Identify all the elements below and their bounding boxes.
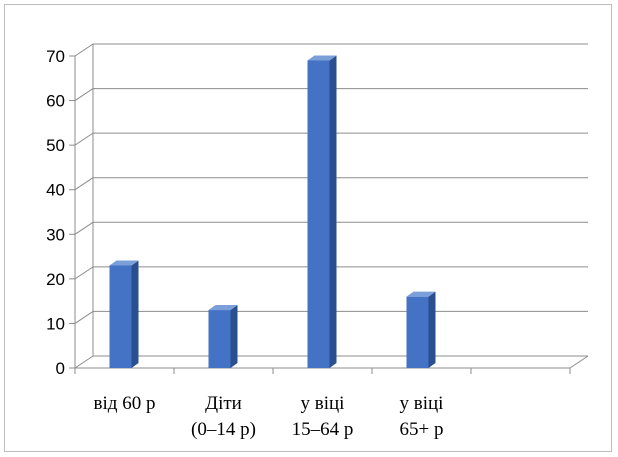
x-axis-depth [569,355,589,369]
x-tick-label: (0–14 р) [191,419,256,440]
y-tick-label: 40 [46,181,65,200]
bar-layer [109,55,436,368]
bar-top [307,55,337,61]
x-tick-label: у віці [400,393,444,414]
bar [208,310,231,368]
gridline-depth [74,311,94,324]
y-tick-label: 20 [46,270,65,289]
bar [109,265,132,368]
bar-side [329,55,337,368]
gridline-depth [74,221,94,235]
y-tick-label: 30 [46,225,65,244]
bar [406,296,429,368]
bar-side [230,305,238,368]
gridline-depth [74,132,94,146]
bar-top [109,260,139,266]
x-tick-label: від 60 р [94,393,156,414]
x-tick-label: Діти [205,393,242,414]
gridline-depth [74,88,94,101]
bar-top [208,305,238,311]
y-tick-label: 0 [56,359,65,378]
bar [307,60,330,368]
y-tick-label: 70 [46,47,65,66]
gridline-depth [74,355,94,369]
grid-layer [74,43,588,369]
bar-top [406,291,436,297]
gridline-depth [74,43,94,57]
y-tick-label: 50 [46,136,65,155]
x-tick-label: 65+ р [400,419,444,440]
bar-side [131,260,139,368]
bar-side [428,291,436,368]
gridline-depth [74,266,94,280]
gridline-depth [74,177,94,191]
y-tick-label: 60 [46,92,65,111]
x-tick-label: 15–64 р [292,419,354,440]
x-tick-label: у віці [301,393,345,414]
label-layer: 0 10 20 30 40 50 60 70 від 60 р Діти (0–14 р) у віц… [46,47,443,440]
y-tick-label: 10 [46,314,65,333]
